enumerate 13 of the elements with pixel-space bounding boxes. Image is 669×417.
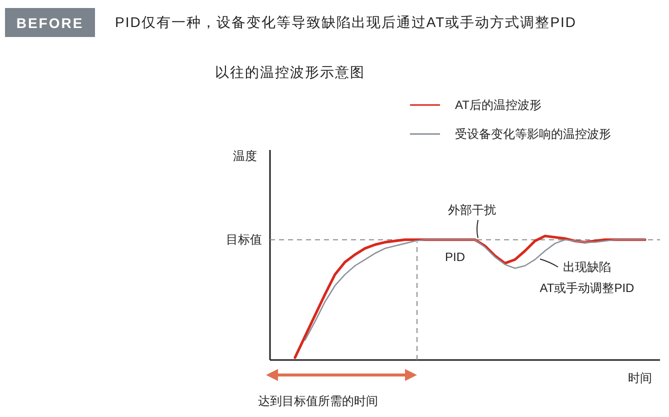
chart-title: 以往的温控波形示意图: [215, 64, 365, 80]
annotation: AT或手动调整PID: [540, 281, 635, 295]
text: 外部干扰: [448, 203, 496, 217]
annotation: PID: [444, 250, 466, 264]
chart-subtitle: PID仅有一种，设备变化等导致缺陷出现后通过AT或手动方式调整PID: [115, 14, 577, 30]
x-axis-title: 时间: [628, 371, 652, 385]
ref-line-label: 目标值: [226, 232, 262, 247]
text: 温度: [233, 149, 257, 163]
text: 达到目标值所需的时间: [258, 394, 378, 408]
text: BEFORE: [16, 15, 84, 31]
legend-label: AT后的温控波形: [455, 98, 542, 112]
annotation: 出现缺陷: [563, 260, 611, 274]
legend-label: 受设备变化等影响的温控波形: [455, 127, 611, 141]
